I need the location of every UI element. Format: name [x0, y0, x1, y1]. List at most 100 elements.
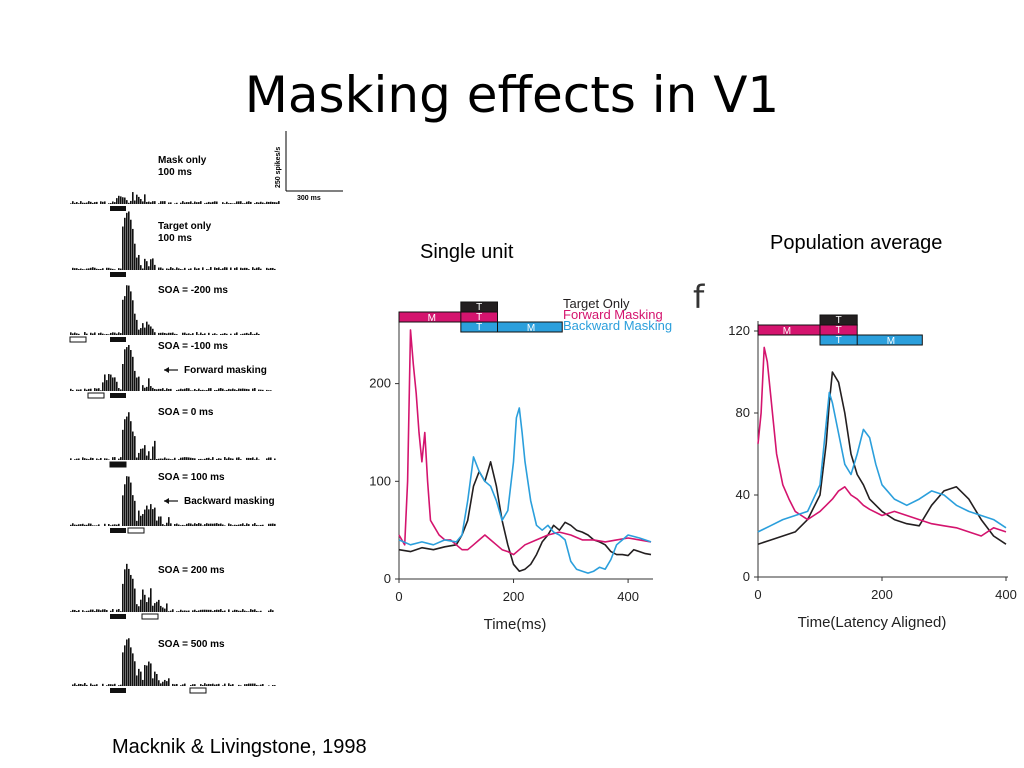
- y-tick-label: 200: [369, 376, 391, 391]
- psth-bar: [142, 514, 144, 526]
- psth-bar: [252, 683, 254, 686]
- psth-bar: [144, 594, 146, 612]
- psth-bar: [92, 202, 94, 204]
- psth-bar: [210, 388, 212, 391]
- psth-bar: [194, 388, 196, 391]
- psth-bar: [198, 268, 200, 270]
- psth-bar: [134, 436, 136, 460]
- psth-bar: [118, 523, 120, 526]
- psth-bar: [140, 199, 142, 204]
- psth-bar: [216, 201, 218, 204]
- psth-bar: [78, 524, 80, 526]
- target-tag: T: [836, 325, 842, 336]
- psth-bar: [208, 269, 210, 270]
- psth-bar: [84, 611, 86, 612]
- psth-bar: [126, 563, 128, 612]
- psth-bar: [164, 390, 166, 391]
- psth-bar: [134, 243, 136, 270]
- psth-bar: [130, 574, 132, 612]
- psth-bar: [174, 269, 176, 270]
- psth-bar: [222, 685, 224, 686]
- psth-bar: [272, 201, 274, 204]
- x-tick-label: 400: [617, 589, 639, 604]
- psth-bar: [132, 495, 134, 526]
- psth-bar: [80, 524, 82, 526]
- psth-bar: [130, 219, 132, 270]
- psth-bar: [258, 202, 260, 204]
- psth-bar: [172, 683, 174, 686]
- psth-bar: [204, 390, 206, 391]
- psth-bar: [270, 390, 272, 391]
- psth-bar: [102, 333, 104, 335]
- psth-bar: [138, 196, 140, 204]
- psth-bar: [194, 458, 196, 460]
- psth-bar: [228, 388, 230, 391]
- psth-bar: [242, 609, 244, 612]
- psth-bar: [164, 457, 166, 460]
- psth-bar: [72, 267, 74, 270]
- psth-bar: [176, 267, 178, 270]
- psth-bar: [92, 525, 94, 526]
- psth-bar: [170, 459, 172, 460]
- psth-bar: [150, 326, 152, 335]
- psth-bar: [122, 583, 124, 612]
- psth-bar: [150, 202, 152, 204]
- psth-bar: [120, 611, 122, 612]
- psth-bar: [170, 523, 172, 526]
- psth-bar: [234, 333, 236, 335]
- psth-bar: [132, 578, 134, 612]
- psth-bar: [90, 683, 92, 686]
- psth-bar: [86, 202, 88, 204]
- psth-bar: [158, 388, 160, 391]
- psth-bar: [206, 609, 208, 612]
- psth-bar: [202, 267, 204, 270]
- psth-bar: [192, 203, 194, 204]
- psth-bar: [116, 381, 118, 391]
- psth-bar: [70, 524, 72, 526]
- psth-bar: [268, 390, 270, 391]
- psth-bar: [236, 609, 238, 612]
- psth-bar: [188, 388, 190, 391]
- psth-bar: [104, 334, 106, 335]
- psth-bar: [216, 390, 218, 391]
- psth-bar: [266, 201, 268, 204]
- psth-bar: [84, 332, 86, 335]
- psth-bar: [180, 269, 182, 270]
- psth-bar: [98, 388, 100, 391]
- psth-bar: [110, 684, 112, 686]
- psth-bar: [168, 517, 170, 526]
- psth-bar: [260, 389, 262, 391]
- psth-bar: [134, 313, 136, 335]
- psth-bar: [164, 201, 166, 204]
- psth-bar: [100, 332, 102, 335]
- psth-bar: [146, 201, 148, 204]
- psth-bar: [270, 523, 272, 526]
- backward-mask-bar: [819, 334, 923, 346]
- psth-bar: [142, 323, 144, 335]
- psth-bar: [76, 202, 78, 204]
- psth-bar: [194, 267, 196, 270]
- psth-bar: [272, 523, 274, 526]
- psth-bar: [236, 390, 238, 391]
- psth-bar: [72, 684, 74, 686]
- psth-bar: [274, 458, 276, 460]
- psth-bar: [94, 611, 96, 612]
- legend-entry: Forward Masking: [563, 307, 663, 322]
- psth-bar: [208, 683, 210, 686]
- psth-row: SOA = -100 ms Forward masking: [70, 341, 272, 399]
- psth-bar: [162, 524, 164, 526]
- psth-bar: [254, 203, 256, 204]
- psth-bar: [86, 389, 88, 391]
- psth-bar: [168, 389, 170, 391]
- psth-bar: [148, 509, 150, 526]
- psth-bar: [168, 678, 170, 686]
- psth-bar: [106, 610, 108, 612]
- psth-bar: [170, 388, 172, 391]
- psth-bar: [90, 609, 92, 612]
- psth-bar: [212, 201, 214, 204]
- psth-bar: [78, 389, 80, 391]
- psth-bar: [162, 607, 164, 612]
- psth-bar: [128, 344, 130, 391]
- psth-bar: [112, 609, 114, 612]
- psth-bar: [134, 370, 136, 391]
